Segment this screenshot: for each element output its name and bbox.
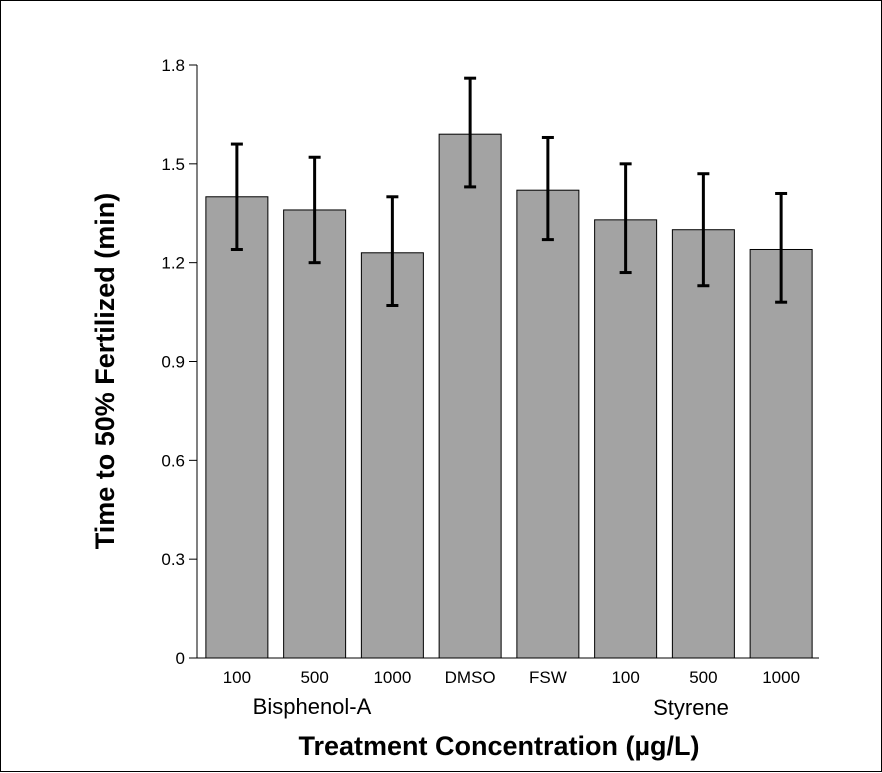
y-tick-label: 0 <box>176 649 185 668</box>
x-tick-label: 100 <box>611 668 639 687</box>
bar <box>749 248 813 659</box>
x-tick-label: 1000 <box>373 668 411 687</box>
x-axis-title: Treatment Concentration (µg/L) <box>298 731 699 761</box>
x-tick-label: FSW <box>529 668 567 687</box>
bar <box>283 209 347 659</box>
bar <box>594 219 658 659</box>
x-tick-label: 1000 <box>762 668 800 687</box>
y-tick-label: 1.2 <box>161 254 185 273</box>
bar <box>671 229 735 659</box>
y-tick-label: 1.8 <box>161 56 185 75</box>
x-tick-label: 500 <box>300 668 328 687</box>
y-axis-title: Time to 50% Fertilized (min) <box>90 193 120 550</box>
x-tick-label: 500 <box>689 668 717 687</box>
x-tick-label: 100 <box>223 668 251 687</box>
group-label-bisphenol-a: Bisphenol-A <box>253 694 372 719</box>
bar <box>205 196 269 659</box>
bar <box>516 189 580 659</box>
group-label-styrene: Styrene <box>653 695 729 720</box>
bar <box>360 252 424 659</box>
y-tick-label: 0.9 <box>161 353 185 372</box>
y-tick-label: 0.3 <box>161 550 185 569</box>
bar <box>438 133 502 659</box>
x-tick-label: DMSO <box>445 668 496 687</box>
bars <box>205 133 813 659</box>
y-axis: 0 0.3 0.6 0.9 1.2 1.5 1.8 <box>161 56 198 668</box>
x-axis: 100 500 1000 DMSO FSW 100 500 1000 <box>197 657 819 687</box>
y-tick-label: 1.5 <box>161 155 185 174</box>
error-bars <box>230 76 788 307</box>
y-tick-label: 0.6 <box>161 451 185 470</box>
